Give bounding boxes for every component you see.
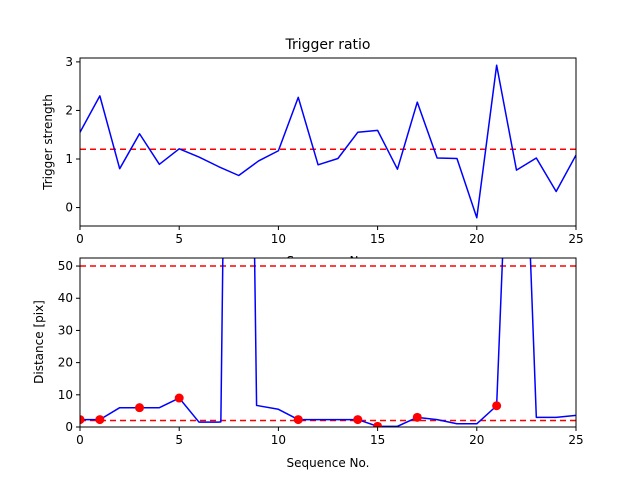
x-tick-label: 0	[76, 433, 84, 447]
data-point	[412, 412, 422, 422]
x-axis-label: Sequence No.	[287, 456, 370, 470]
plot-area	[80, 58, 576, 226]
y-tick-label: 3	[65, 55, 73, 69]
x-tick-label: 20	[469, 232, 484, 246]
y-tick-label: 50	[58, 259, 73, 273]
y-axis-label: Trigger strength	[41, 94, 55, 191]
x-tick-label: 15	[370, 232, 385, 246]
data-point	[492, 401, 502, 411]
plot-frame	[79, 57, 577, 227]
y-tick-label: 30	[58, 323, 73, 337]
x-tick-label: 10	[271, 433, 286, 447]
y-axis-label: Distance [pix]	[32, 300, 46, 384]
data-point	[353, 415, 363, 425]
x-tick-label: 5	[175, 232, 183, 246]
y-tick-label: 20	[58, 356, 73, 370]
data-point	[80, 415, 85, 425]
x-tick-label: 5	[175, 433, 183, 447]
data-point	[135, 403, 145, 413]
y-tick-label: 10	[58, 388, 73, 402]
y-tick-label: 2	[65, 103, 73, 117]
x-tick-label: 25	[568, 232, 583, 246]
y-tick-label: 0	[65, 201, 73, 215]
data-point	[95, 415, 105, 425]
y-tick-label: 1	[65, 152, 73, 166]
data-point	[373, 421, 383, 427]
x-tick-label: 20	[469, 433, 484, 447]
x-tick-label: 10	[271, 232, 286, 246]
series-line	[80, 258, 576, 427]
x-tick-label: 0	[76, 232, 84, 246]
chart-title: Trigger ratio	[284, 37, 370, 53]
x-tick-label: 15	[370, 433, 385, 447]
y-tick-label: 40	[58, 291, 73, 305]
distance-chart: 0 5 10 15 20 25 0 10 20 30 40 50 Sequence No. Dist…	[32, 257, 584, 470]
data-point	[174, 393, 184, 403]
data-point	[293, 415, 303, 425]
series-line	[80, 64, 576, 219]
x-tick-label: 25	[568, 433, 583, 447]
plot-area	[80, 258, 576, 427]
plot-frame	[79, 257, 577, 428]
y-tick-label: 0	[65, 420, 73, 434]
